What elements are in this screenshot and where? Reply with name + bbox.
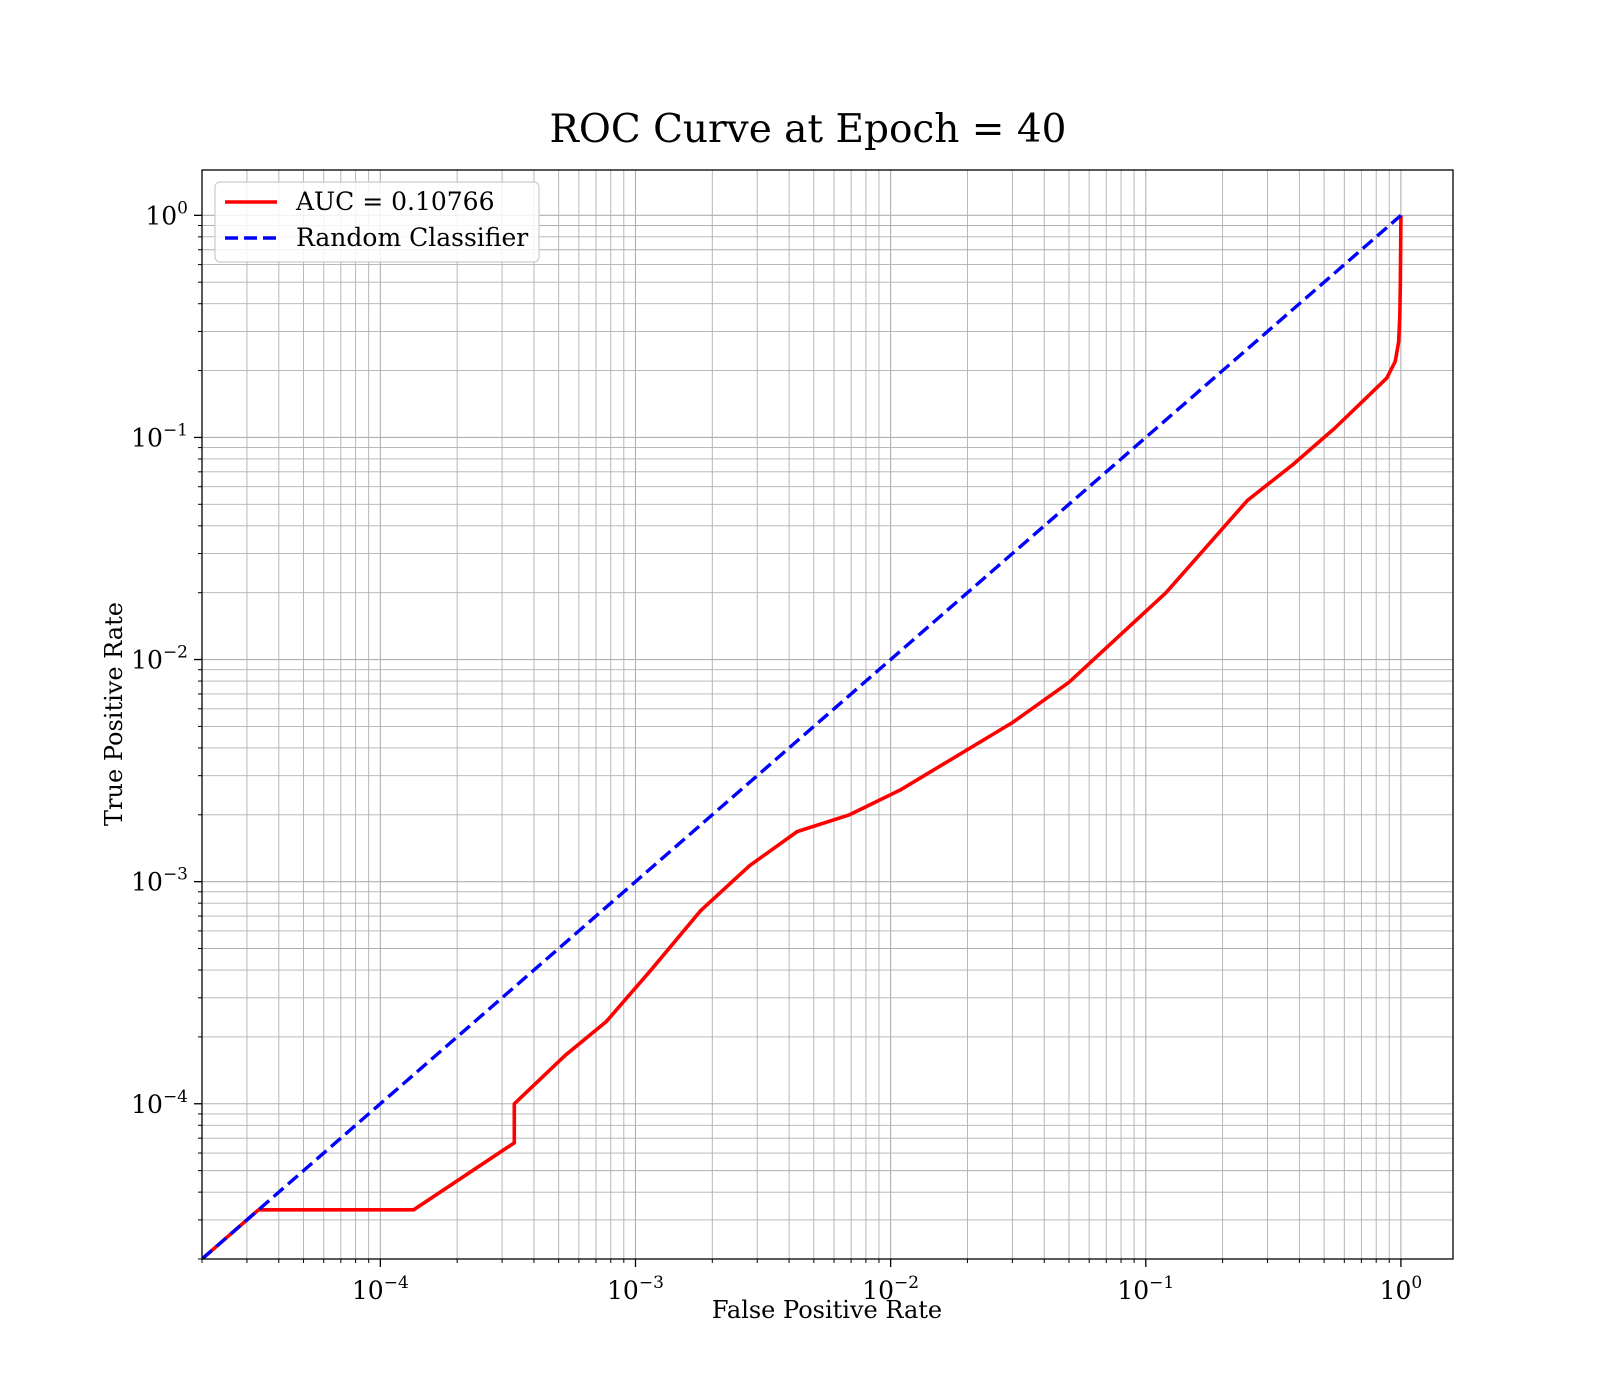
series-line-auc-0-10766 bbox=[202, 215, 1403, 1259]
y-tick-label: 10−3 bbox=[131, 865, 188, 897]
plot-frame bbox=[201, 169, 1454, 1260]
series-line-random-classifier bbox=[202, 214, 1403, 1259]
legend: AUC = 0.10766 Random Classifier bbox=[214, 181, 540, 263]
x-tick-label: 10−2 bbox=[862, 1273, 919, 1305]
legend-box bbox=[214, 181, 540, 263]
x-tick-label: 100 bbox=[1380, 1273, 1423, 1305]
legend-label-random-classifier: Random Classifier bbox=[296, 223, 528, 252]
y-tick-label: 10−4 bbox=[131, 1087, 188, 1119]
y-tick-label: 10−1 bbox=[131, 420, 188, 452]
y-axis-label: True Positive Rate bbox=[100, 602, 128, 826]
legend-label-auc-0-10766: AUC = 0.10766 bbox=[295, 187, 494, 216]
axis-ticks: 10−4 10−3 10−2 10−1 100 10−4 10−3 10−2 10−1 100 bbox=[131, 198, 1422, 1305]
y-tick-label: 10−2 bbox=[131, 643, 188, 675]
x-tick-label: 10−1 bbox=[1117, 1273, 1174, 1305]
series-layer bbox=[202, 214, 1403, 1259]
grid-lines bbox=[201, 170, 1453, 1260]
chart-title: ROC Curve at Epoch = 40 bbox=[550, 107, 1067, 152]
y-tick-label: 100 bbox=[145, 198, 188, 230]
x-axis-label: False Positive Rate bbox=[712, 1296, 942, 1324]
x-tick-label: 10−4 bbox=[352, 1273, 409, 1305]
x-tick-label: 10−3 bbox=[607, 1273, 664, 1305]
